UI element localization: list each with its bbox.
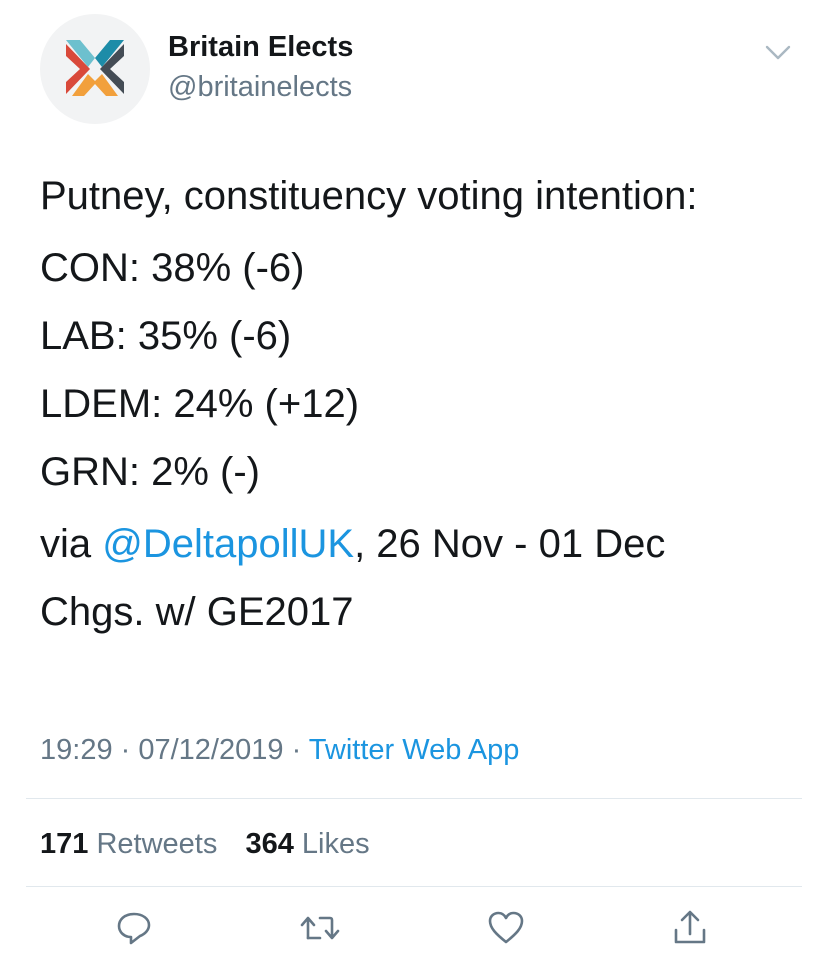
source-app-link[interactable]: Twitter Web App <box>308 734 520 766</box>
share-icon <box>674 910 706 944</box>
like-icon <box>488 911 524 944</box>
more-options-button[interactable] <box>762 38 794 66</box>
result-line: CON: 38% (-6) <box>40 246 305 290</box>
via-prefix: via <box>40 522 103 566</box>
action-bar <box>0 906 828 956</box>
result-line: LDEM: 24% (+12) <box>40 382 360 426</box>
likes-label: Likes <box>301 828 370 860</box>
retweets-count: 171 <box>40 828 89 860</box>
via-suffix: , 26 Nov - 01 Dec <box>354 522 666 566</box>
tweet-meta: 19:29 · 07/12/2019 · Twitter Web App <box>40 732 519 768</box>
retweet-icon <box>300 916 340 940</box>
tweet-date[interactable]: 07/12/2019 <box>138 734 284 766</box>
likes-stat[interactable]: 364 Likes <box>245 828 369 860</box>
result-line: LAB: 35% (-6) <box>40 314 292 358</box>
reply-icon <box>117 912 151 945</box>
user-handle[interactable]: @britainelects <box>168 71 353 103</box>
likes-count: 364 <box>245 828 294 860</box>
tweet-headline: Putney, constituency voting intention: <box>40 174 698 218</box>
tweet-stats: 171 Retweets 364 Likes <box>40 826 370 862</box>
reply-button[interactable] <box>112 906 156 950</box>
meta-separator: · <box>112 734 139 766</box>
retweets-stat[interactable]: 171 Retweets <box>40 828 217 860</box>
result-line: GRN: 2% (-) <box>40 450 260 494</box>
author-info: Britain Elects @britainelects <box>168 30 353 104</box>
retweet-button[interactable] <box>298 906 342 950</box>
retweets-label: Retweets <box>96 828 218 860</box>
changes-note: Chgs. w/ GE2017 <box>40 590 354 634</box>
britain-elects-logo-icon <box>66 40 124 96</box>
mention-link[interactable]: @DeltapollUK <box>102 522 355 566</box>
display-name[interactable]: Britain Elects <box>168 31 354 63</box>
tweet-text: Putney, constituency voting intention: C… <box>40 172 800 636</box>
via-line: via @DeltapollUK, 26 Nov - 01 Dec <box>40 520 800 568</box>
chevron-down-icon <box>765 45 791 60</box>
avatar[interactable] <box>40 14 150 124</box>
divider <box>26 798 802 799</box>
share-button[interactable] <box>668 906 712 950</box>
source-note: via @DeltapollUK, 26 Nov - 01 Dec Chgs. … <box>40 520 800 636</box>
tweet-time[interactable]: 19:29 <box>40 734 113 766</box>
divider <box>26 886 802 887</box>
meta-separator: · <box>283 734 309 766</box>
results-list: CON: 38% (-6) LAB: 35% (-6) LDEM: 24% (+… <box>40 244 800 496</box>
like-button[interactable] <box>484 906 528 950</box>
